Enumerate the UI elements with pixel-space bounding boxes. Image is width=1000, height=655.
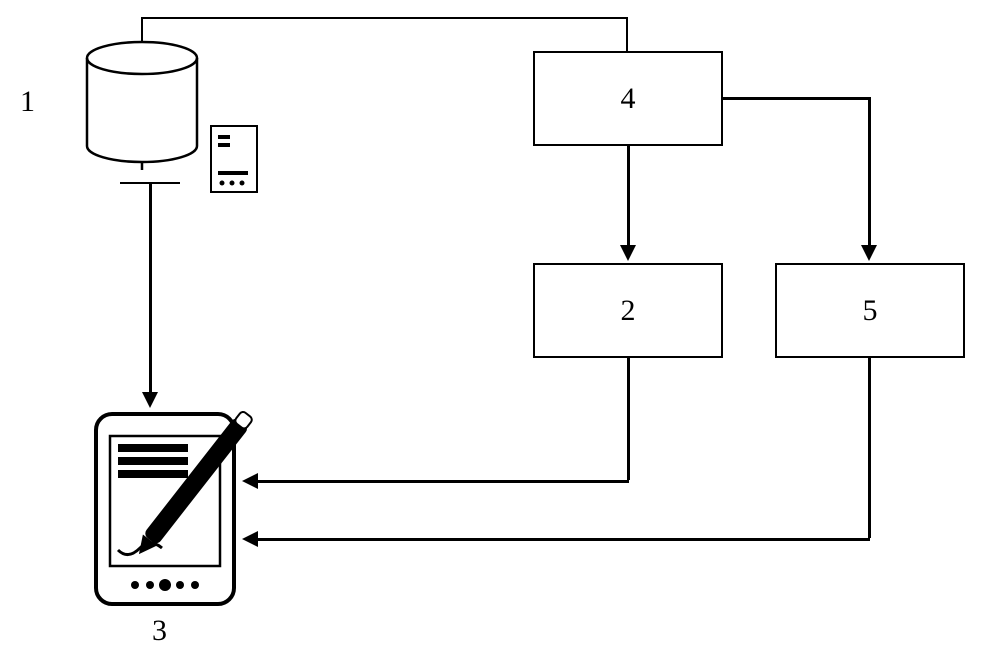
edge-5-3-head	[242, 531, 258, 547]
edge-4-2	[627, 146, 630, 245]
diagram-stage: 1 4 2 5	[0, 0, 1000, 655]
edge-1-3-head	[142, 392, 158, 408]
node-5: 5	[775, 263, 965, 358]
edge-5-3-v	[868, 358, 871, 538]
label-3: 3	[152, 614, 167, 648]
pen-icon	[130, 390, 300, 590]
label-5: 5	[863, 294, 878, 328]
edge-4-5-head	[861, 245, 877, 261]
edge-1-4-v2	[626, 17, 628, 51]
edge-1-4-h	[141, 17, 628, 19]
edge-5-3-h	[258, 538, 870, 541]
node-2: 2	[533, 263, 723, 358]
label-2: 2	[621, 294, 636, 328]
label-4: 4	[621, 82, 636, 116]
edge-4-2-head	[620, 245, 636, 261]
server-icon	[210, 125, 258, 193]
edge-4-5-h	[723, 97, 870, 100]
edge-2-3-h	[258, 480, 629, 483]
node-4: 4	[533, 51, 723, 146]
edge-2-3-v	[627, 358, 630, 480]
edge-2-3-head	[242, 473, 258, 489]
database-icon	[85, 40, 200, 170]
edge-4-5-v	[868, 97, 871, 245]
label-1: 1	[20, 85, 35, 119]
edge-1-3	[149, 184, 152, 392]
edge-1-4	[141, 17, 143, 41]
